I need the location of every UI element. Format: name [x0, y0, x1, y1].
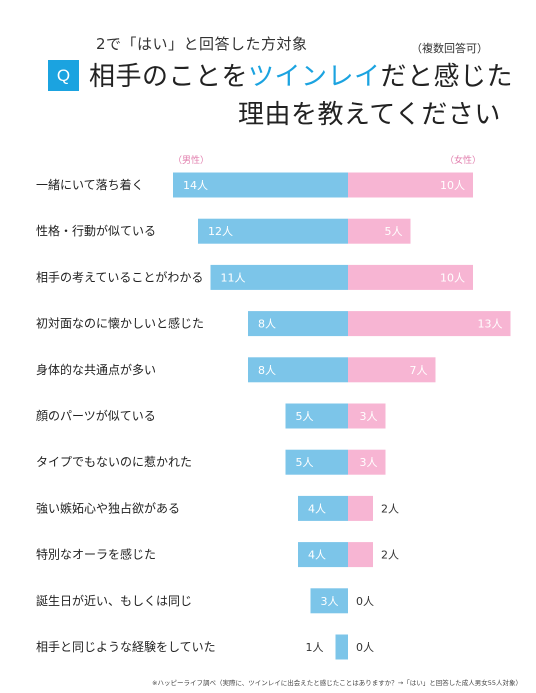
bar-male — [298, 542, 348, 568]
title-text-post: だと感じた — [380, 62, 514, 92]
bar-female — [348, 264, 473, 290]
bar-female — [348, 172, 473, 198]
bar-female — [348, 449, 386, 475]
value-label-female: 3人 — [360, 410, 378, 423]
value-label-male: 3人 — [321, 595, 339, 608]
subtitle: 2で「はい」と回答した方対象 — [96, 35, 308, 53]
bar-female — [348, 403, 386, 429]
question-badge: Q — [48, 60, 79, 91]
value-label-male: 4人 — [308, 549, 326, 562]
page-title-line1: 相手のことをツインレイだと感じた — [89, 56, 513, 93]
value-label-male: 12人 — [208, 225, 233, 238]
title-text-pre: 相手のことを — [89, 62, 249, 92]
value-label-male: 5人 — [296, 410, 314, 423]
value-label-female: 5人 — [385, 225, 403, 238]
value-label-female: 10人 — [440, 179, 465, 192]
bar-male — [198, 218, 348, 244]
legend-female: （女性） — [445, 154, 481, 166]
category-label: 身体的な共通点が多い — [36, 362, 156, 377]
footnote: ※ハッピーライフ調べ（実際に、ツインレイに出会えたと感じたことはありますか？→「… — [152, 679, 522, 687]
value-label-female: 0人 — [356, 595, 374, 608]
multiple-answer-note: （複数回答可） — [411, 42, 488, 55]
category-label: タイプでもないのに惹かれた — [36, 455, 192, 469]
value-label-female: 7人 — [410, 364, 428, 377]
value-label-male: 4人 — [308, 502, 326, 515]
category-label: 初対面なのに懐かしいと感じた — [36, 316, 204, 331]
bar-male — [248, 311, 348, 337]
page-title-line2: 理由を教えてください — [238, 100, 501, 130]
category-label: 性格・行動が似ている — [36, 223, 156, 238]
category-label: 強い嫉妬心や独占欲がある — [36, 500, 180, 515]
bar-male — [285, 403, 348, 429]
value-label-female: 13人 — [478, 318, 503, 331]
category-label: 誕生日が近い、もしくは同じ — [36, 593, 192, 608]
bar-male — [248, 357, 348, 383]
title-highlight: ツインレイ — [248, 62, 381, 92]
category-label: 顔のパーツが似ている — [36, 408, 156, 423]
bar-male — [335, 634, 348, 660]
category-label: 相手と同じような経験をしていた — [36, 639, 216, 654]
bar-female — [348, 495, 373, 521]
value-label-female: 2人 — [381, 502, 399, 515]
value-label-female: 2人 — [381, 549, 399, 562]
category-label: 一緒にいて落ち着く — [36, 177, 144, 192]
bar-male — [210, 264, 348, 290]
value-label-male: 5人 — [296, 456, 314, 469]
bar-male — [173, 172, 348, 198]
bar-female — [348, 542, 373, 568]
value-label-female: 3人 — [360, 456, 378, 469]
bar-male — [310, 588, 348, 614]
value-label-male: 14人 — [183, 179, 208, 192]
category-label: 特別なオーラを感じた — [36, 547, 156, 562]
bar-female — [348, 357, 436, 383]
value-label-male: 8人 — [258, 364, 276, 377]
value-label-male: 11人 — [221, 271, 246, 284]
value-label-male: 1人 — [306, 641, 324, 654]
bar-female — [348, 218, 411, 244]
bar-female — [348, 311, 511, 337]
value-label-male: 8人 — [258, 318, 276, 331]
category-label: 相手の考えていることがわかる — [36, 269, 203, 284]
bar-male — [285, 449, 348, 475]
value-label-female: 0人 — [356, 641, 374, 654]
value-label-female: 10人 — [440, 271, 465, 284]
legend-male: （男性） — [173, 154, 209, 166]
bar-male — [298, 495, 348, 521]
